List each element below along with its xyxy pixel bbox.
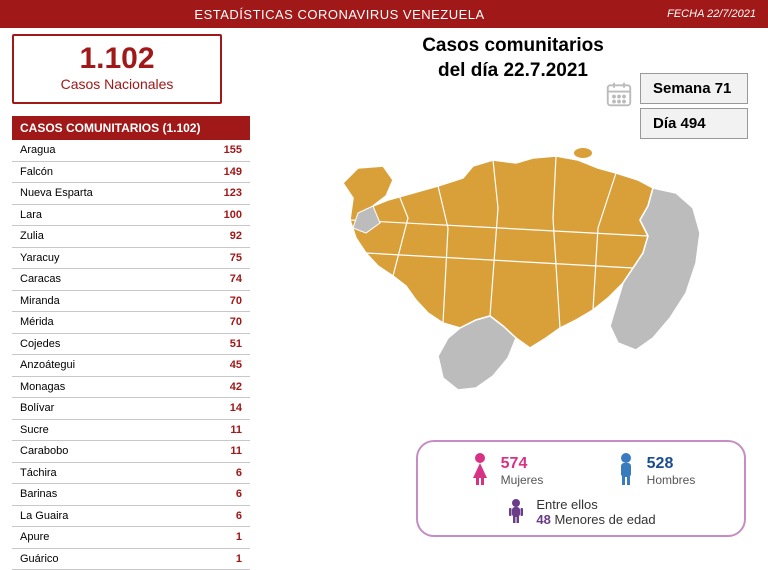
table-row: Cojedes51 bbox=[12, 333, 250, 355]
women-label: Mujeres bbox=[501, 473, 544, 487]
table-row: Bolívar14 bbox=[12, 398, 250, 420]
table-row: Carabobo11 bbox=[12, 441, 250, 463]
men-label: Hombres bbox=[647, 473, 696, 487]
state-value: 51 bbox=[200, 333, 250, 355]
content-area: 1.102 Casos Nacionales CASOS COMUNITARIO… bbox=[0, 28, 768, 555]
woman-icon bbox=[467, 452, 493, 491]
state-name: Nueva Esparta bbox=[12, 183, 200, 205]
state-value: 6 bbox=[200, 462, 250, 484]
state-name: Zulia bbox=[12, 226, 200, 248]
table-row: Caracas74 bbox=[12, 269, 250, 291]
gender-row: 574 Mujeres 528 bbox=[432, 452, 730, 491]
table-row: Yaracuy75 bbox=[12, 247, 250, 269]
state-value: 1 bbox=[200, 548, 250, 570]
state-value: 6 bbox=[200, 484, 250, 506]
table-row: Monagas42 bbox=[12, 376, 250, 398]
table-row: Falcón149 bbox=[12, 161, 250, 183]
header-date: FECHA 22/7/2021 bbox=[667, 8, 756, 20]
week-day-stack: Semana 71 Día 494 bbox=[640, 73, 748, 139]
minors-prefix: Entre ellos bbox=[536, 497, 597, 512]
state-name: Lara bbox=[12, 204, 200, 226]
state-value: 11 bbox=[200, 441, 250, 463]
minors-text: Entre ellos 48 Menores de edad bbox=[536, 497, 655, 527]
table-row: Anzoátegui45 bbox=[12, 355, 250, 377]
week-day-box: Semana 71 Día 494 bbox=[604, 73, 748, 139]
right-column: Casos comunitarios del día 22.7.2021 Sem… bbox=[258, 28, 768, 555]
gender-box: 574 Mujeres 528 bbox=[416, 440, 746, 537]
state-value: 74 bbox=[200, 269, 250, 291]
state-value: 70 bbox=[200, 312, 250, 334]
table-row: Zulia92 bbox=[12, 226, 250, 248]
map-active-region bbox=[343, 156, 653, 348]
cases-table: Aragua155Falcón149Nueva Esparta123Lara10… bbox=[12, 140, 250, 570]
state-value: 45 bbox=[200, 355, 250, 377]
table-row: Barinas6 bbox=[12, 484, 250, 506]
state-name: Monagas bbox=[12, 376, 200, 398]
header-title: ESTADÍSTICAS CORONAVIRUS VENEZUELA bbox=[12, 7, 667, 22]
table-row: Táchira6 bbox=[12, 462, 250, 484]
map-island bbox=[574, 148, 592, 158]
table-row: Mérida70 bbox=[12, 312, 250, 334]
state-name: Guárico bbox=[12, 548, 200, 570]
men-count: 528 bbox=[647, 455, 674, 472]
women-count: 574 bbox=[501, 455, 528, 472]
calendar-icon bbox=[604, 79, 634, 114]
state-value: 1 bbox=[200, 527, 250, 549]
state-name: Bolívar bbox=[12, 398, 200, 420]
state-name: La Guaira bbox=[12, 505, 200, 527]
table-row: Apure1 bbox=[12, 527, 250, 549]
state-value: 92 bbox=[200, 226, 250, 248]
men-item: 528 Hombres bbox=[613, 452, 696, 491]
state-value: 123 bbox=[200, 183, 250, 205]
state-value: 75 bbox=[200, 247, 250, 269]
state-name: Aragua bbox=[12, 140, 200, 161]
state-name: Falcón bbox=[12, 161, 200, 183]
state-value: 14 bbox=[200, 398, 250, 420]
nacionales-label: Casos Nacionales bbox=[18, 76, 216, 92]
state-value: 11 bbox=[200, 419, 250, 441]
dia-cell: Día 494 bbox=[640, 108, 748, 139]
table-row: Aragua155 bbox=[12, 140, 250, 161]
state-value: 100 bbox=[200, 204, 250, 226]
state-name: Caracas bbox=[12, 269, 200, 291]
table-row: Miranda70 bbox=[12, 290, 250, 312]
table-row: Guárico1 bbox=[12, 548, 250, 570]
state-value: 149 bbox=[200, 161, 250, 183]
map-inactive-south bbox=[438, 316, 516, 390]
table-row: La Guaira6 bbox=[12, 505, 250, 527]
state-name: Apure bbox=[12, 527, 200, 549]
state-name: Barinas bbox=[12, 484, 200, 506]
minors-row: Entre ellos 48 Menores de edad bbox=[432, 497, 730, 527]
semana-cell: Semana 71 bbox=[640, 73, 748, 104]
state-name: Miranda bbox=[12, 290, 200, 312]
state-name: Carabobo bbox=[12, 441, 200, 463]
header-bar: ESTADÍSTICAS CORONAVIRUS VENEZUELA FECHA… bbox=[0, 0, 768, 28]
table-row: Lara100 bbox=[12, 204, 250, 226]
men-text: 528 Hombres bbox=[647, 455, 696, 488]
man-icon bbox=[613, 452, 639, 491]
left-column: 1.102 Casos Nacionales CASOS COMUNITARIO… bbox=[0, 28, 258, 555]
nacionales-count: 1.102 bbox=[18, 44, 216, 74]
state-name: Sucre bbox=[12, 419, 200, 441]
main-title-line1: Casos comunitarios bbox=[258, 34, 768, 59]
state-value: 155 bbox=[200, 140, 250, 161]
table-row: Nueva Esparta123 bbox=[12, 183, 250, 205]
state-name: Cojedes bbox=[12, 333, 200, 355]
minors-label: Menores de edad bbox=[554, 512, 655, 527]
state-name: Anzoátegui bbox=[12, 355, 200, 377]
women-item: 574 Mujeres bbox=[467, 452, 544, 491]
child-icon bbox=[506, 498, 526, 527]
state-value: 6 bbox=[200, 505, 250, 527]
state-name: Táchira bbox=[12, 462, 200, 484]
table-row: Sucre11 bbox=[12, 419, 250, 441]
table-header: CASOS COMUNITARIOS (1.102) bbox=[12, 116, 250, 140]
minors-count: 48 bbox=[536, 512, 550, 527]
state-value: 70 bbox=[200, 290, 250, 312]
state-name: Yaracuy bbox=[12, 247, 200, 269]
state-name: Mérida bbox=[12, 312, 200, 334]
women-text: 574 Mujeres bbox=[501, 455, 544, 488]
state-value: 42 bbox=[200, 376, 250, 398]
venezuela-map bbox=[298, 138, 728, 408]
nacionales-box: 1.102 Casos Nacionales bbox=[12, 34, 222, 104]
